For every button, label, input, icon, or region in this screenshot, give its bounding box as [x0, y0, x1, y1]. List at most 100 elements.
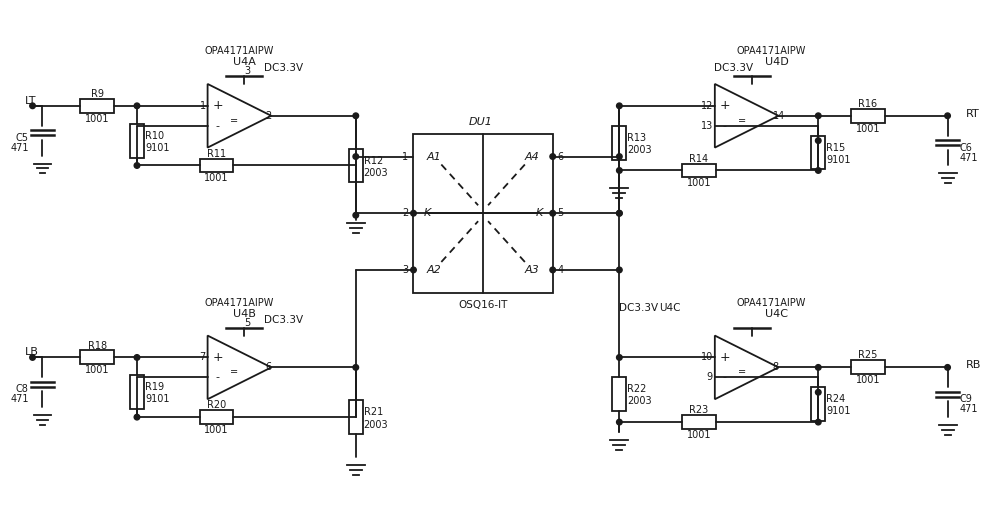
- Text: 3: 3: [402, 265, 408, 275]
- Text: U4A: U4A: [233, 57, 256, 67]
- Text: 2: 2: [402, 208, 408, 218]
- Bar: [200, 410, 233, 424]
- Circle shape: [134, 415, 140, 420]
- Bar: [811, 387, 825, 421]
- Text: 4: 4: [558, 265, 564, 275]
- Bar: [349, 400, 363, 434]
- Text: U4B: U4B: [233, 309, 256, 319]
- Text: 2: 2: [265, 111, 272, 121]
- Text: U4C: U4C: [659, 303, 681, 313]
- Circle shape: [815, 168, 821, 173]
- Text: 7: 7: [199, 352, 206, 363]
- Text: R10: R10: [145, 131, 164, 141]
- Circle shape: [550, 210, 555, 216]
- Text: 471: 471: [10, 394, 29, 404]
- Text: =: =: [230, 116, 239, 126]
- Circle shape: [617, 103, 622, 109]
- Circle shape: [945, 365, 950, 370]
- Text: -: -: [723, 121, 727, 131]
- Text: 2003: 2003: [364, 168, 388, 179]
- Text: OPA4171AIPW: OPA4171AIPW: [737, 46, 806, 56]
- Circle shape: [353, 113, 359, 119]
- Text: 10: 10: [701, 352, 713, 363]
- Circle shape: [617, 419, 622, 425]
- Text: LT: LT: [25, 96, 36, 106]
- Text: A4: A4: [525, 151, 540, 162]
- Circle shape: [815, 389, 821, 395]
- Text: R22: R22: [627, 384, 647, 394]
- Text: =: =: [230, 367, 239, 378]
- Bar: [413, 134, 553, 293]
- Text: 471: 471: [959, 152, 978, 163]
- Text: R16: R16: [858, 99, 878, 109]
- Text: 1001: 1001: [204, 425, 229, 435]
- Circle shape: [353, 163, 359, 168]
- Circle shape: [353, 212, 359, 218]
- Circle shape: [353, 154, 359, 160]
- Text: R12: R12: [364, 155, 383, 166]
- Text: OPA4171AIPW: OPA4171AIPW: [205, 298, 274, 308]
- Circle shape: [134, 354, 140, 360]
- Text: C5: C5: [16, 133, 29, 143]
- Circle shape: [617, 210, 622, 216]
- Text: R25: R25: [858, 350, 878, 361]
- Text: DC3.3V: DC3.3V: [264, 314, 303, 325]
- Text: 1001: 1001: [856, 376, 880, 385]
- Text: -: -: [216, 121, 220, 131]
- Text: 5: 5: [558, 208, 564, 218]
- Text: A3: A3: [525, 265, 540, 275]
- Circle shape: [617, 154, 622, 160]
- Text: +: +: [212, 351, 223, 364]
- Circle shape: [617, 354, 622, 360]
- Text: 2003: 2003: [627, 145, 652, 154]
- Text: R19: R19: [145, 382, 164, 392]
- Text: 9101: 9101: [145, 394, 169, 404]
- Text: 13: 13: [701, 121, 713, 131]
- Text: R13: R13: [627, 133, 646, 143]
- Bar: [349, 149, 363, 183]
- Bar: [811, 135, 825, 169]
- Text: 5: 5: [244, 318, 251, 328]
- Text: 1: 1: [199, 101, 206, 111]
- Bar: [612, 126, 626, 160]
- Text: 9101: 9101: [145, 143, 169, 152]
- Text: 6: 6: [558, 151, 564, 162]
- Text: -: -: [723, 372, 727, 382]
- Text: C8: C8: [16, 384, 29, 394]
- Circle shape: [411, 210, 416, 216]
- Text: C9: C9: [959, 394, 972, 404]
- Text: 12: 12: [700, 101, 713, 111]
- Text: 9101: 9101: [826, 154, 851, 165]
- Text: =: =: [738, 116, 746, 126]
- Text: R14: R14: [689, 153, 708, 164]
- Text: 2003: 2003: [627, 396, 652, 406]
- Circle shape: [134, 103, 140, 109]
- Text: 9: 9: [707, 372, 713, 382]
- Text: R18: R18: [88, 341, 107, 350]
- Text: 1001: 1001: [687, 430, 711, 440]
- Bar: [130, 376, 144, 409]
- Text: 14: 14: [773, 111, 785, 121]
- Text: OPA4171AIPW: OPA4171AIPW: [205, 46, 274, 56]
- Text: 1001: 1001: [85, 114, 109, 124]
- Text: A2: A2: [426, 265, 441, 275]
- Text: U4C: U4C: [765, 309, 788, 319]
- Text: 2003: 2003: [364, 420, 388, 430]
- Text: U4D: U4D: [765, 57, 788, 67]
- Text: LB: LB: [25, 347, 38, 358]
- Circle shape: [134, 163, 140, 168]
- Bar: [612, 378, 626, 411]
- Text: 1: 1: [402, 151, 408, 162]
- Circle shape: [353, 365, 359, 370]
- Text: 1001: 1001: [856, 124, 880, 134]
- Circle shape: [815, 365, 821, 370]
- Circle shape: [550, 267, 555, 273]
- Text: 6: 6: [265, 362, 271, 372]
- Text: 3: 3: [244, 66, 251, 76]
- Text: +: +: [719, 100, 730, 112]
- Text: DC3.3V: DC3.3V: [619, 303, 658, 313]
- Text: 471: 471: [959, 404, 978, 414]
- Text: R21: R21: [364, 407, 383, 417]
- Text: -: -: [216, 372, 220, 382]
- Circle shape: [30, 103, 35, 109]
